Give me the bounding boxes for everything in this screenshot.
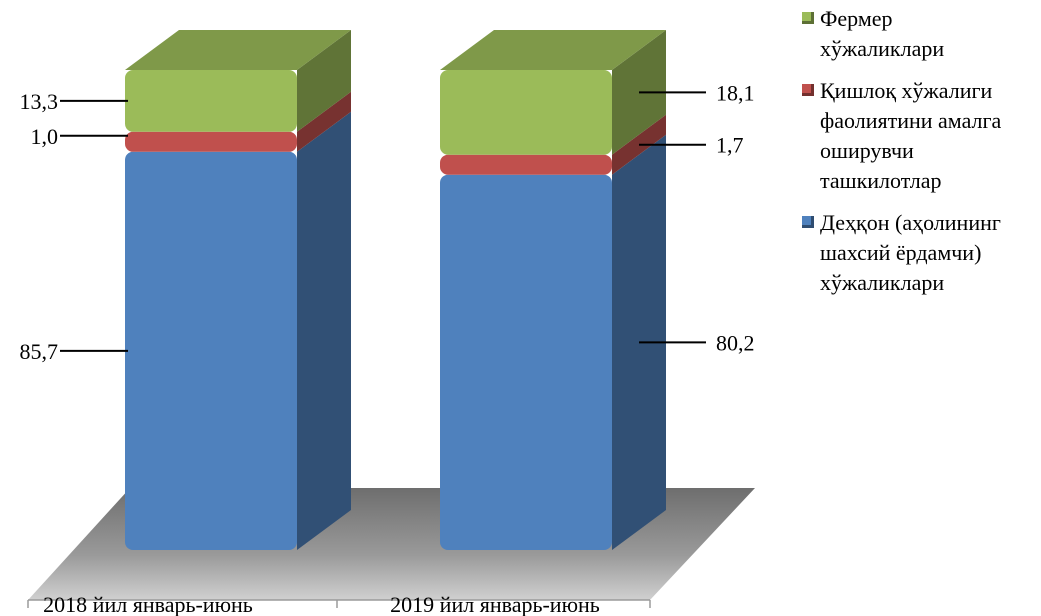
bar-front-0-2 bbox=[125, 70, 297, 132]
legend-label: хўжаликлари bbox=[820, 36, 945, 61]
data-label: 85,7 bbox=[20, 339, 59, 364]
legend-label: оширувчи bbox=[820, 138, 914, 163]
data-label: 80,2 bbox=[716, 330, 755, 355]
legend-item: Деҳқон (аҳолининг шахсий ёрдамчи) хўжаликл… bbox=[800, 208, 1040, 298]
bar-top-0 bbox=[125, 30, 351, 70]
data-label: 18,1 bbox=[716, 80, 755, 105]
x-axis-labels: 2018 йил январь-июнь 2019 йил январь-июнь bbox=[43, 592, 600, 616]
legend-label: Деҳқон (аҳолининг bbox=[820, 210, 1001, 235]
data-label: 1,0 bbox=[31, 124, 59, 149]
legend-label: Қишлоқ хўжалиги bbox=[820, 78, 993, 103]
bars-group bbox=[125, 30, 666, 551]
bar-side-0-2 bbox=[297, 30, 351, 132]
data-label: 1,7 bbox=[716, 133, 744, 158]
bar-side-0-0 bbox=[297, 111, 351, 551]
legend-label: ташкилотлар bbox=[820, 168, 942, 193]
bar-top-1 bbox=[440, 30, 666, 70]
x-tick-label: 2018 йил январь-июнь bbox=[43, 592, 253, 616]
legend: Фермер хўжаликлари Қишлоқ хўжалиги фаолияти… bbox=[800, 4, 1040, 310]
bar-front-1-2 bbox=[440, 70, 612, 155]
legend-label: фаолиятини амалга bbox=[820, 108, 1002, 133]
legend-item: Фермер хўжаликлари bbox=[800, 4, 1040, 64]
bar-front-1-1 bbox=[440, 154, 612, 175]
legend-swatch bbox=[802, 12, 814, 24]
data-label: 13,3 bbox=[20, 89, 59, 114]
legend-label: Фермер bbox=[820, 6, 893, 31]
bar-front-0-1 bbox=[125, 131, 297, 152]
data-labels-group: 85,7 1,0 13,3 80,2 1,7 18,1 bbox=[20, 80, 755, 364]
legend-label: шахсий ёрдамчи) bbox=[820, 240, 982, 265]
bar-front-0-0 bbox=[125, 151, 297, 550]
bar-side-0-1 bbox=[297, 91, 351, 152]
legend-swatch bbox=[802, 84, 814, 96]
bar-front-1-0 bbox=[440, 174, 612, 551]
x-tick-label: 2019 йил январь-июнь bbox=[390, 592, 600, 616]
legend-item: Қишлоқ хўжалиги фаолиятини амалга оширувчи… bbox=[800, 76, 1040, 196]
legend-swatch bbox=[802, 216, 814, 228]
legend-label: хўжаликлари bbox=[820, 270, 945, 295]
